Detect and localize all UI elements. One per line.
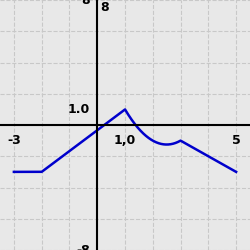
Text: 5: 5 <box>232 134 240 147</box>
Text: -3: -3 <box>7 134 21 147</box>
Text: 1,0: 1,0 <box>114 134 136 147</box>
Text: -8: -8 <box>76 244 90 250</box>
Text: 8: 8 <box>100 1 108 14</box>
Text: 1.0: 1.0 <box>68 103 90 116</box>
Text: 8: 8 <box>82 0 90 6</box>
